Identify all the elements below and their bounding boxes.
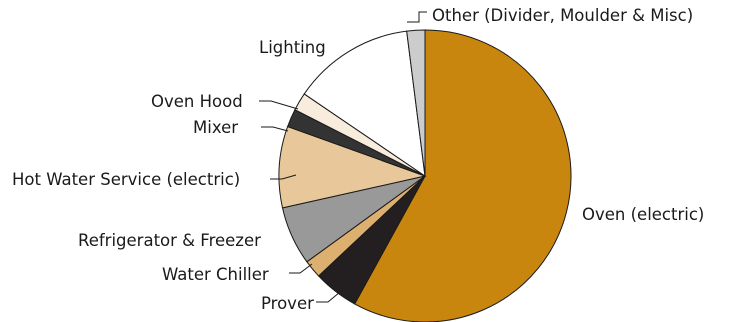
slice-label-oven-hood: Oven Hood xyxy=(151,92,243,111)
leader-mixer xyxy=(261,126,289,132)
slice-label-prover: Prover xyxy=(261,294,314,313)
slice-label-water-chiller: Water Chiller xyxy=(162,265,269,284)
pie-slice-7 xyxy=(303,30,426,178)
leader-oven-hood xyxy=(259,100,299,110)
slice-label-fridge: Refrigerator & Freezer xyxy=(78,231,261,250)
slice-label-hot-water: Hot Water Service (electric) xyxy=(12,170,240,189)
slice-label-lighting: Lighting xyxy=(259,38,326,57)
slice-label-oven: Oven (electric) xyxy=(582,205,704,224)
pie-slice-4 xyxy=(278,125,427,209)
pie-slice-8 xyxy=(406,29,426,177)
leader-water-chiller xyxy=(289,263,313,274)
slice-label-other: Other (Divider, Moulder & Misc) xyxy=(432,6,693,25)
pie-slices xyxy=(278,29,572,322)
slice-label-mixer: Mixer xyxy=(193,118,238,137)
leader-hot-water xyxy=(270,174,297,180)
leader-prover xyxy=(316,291,341,303)
leader-other xyxy=(407,11,427,23)
